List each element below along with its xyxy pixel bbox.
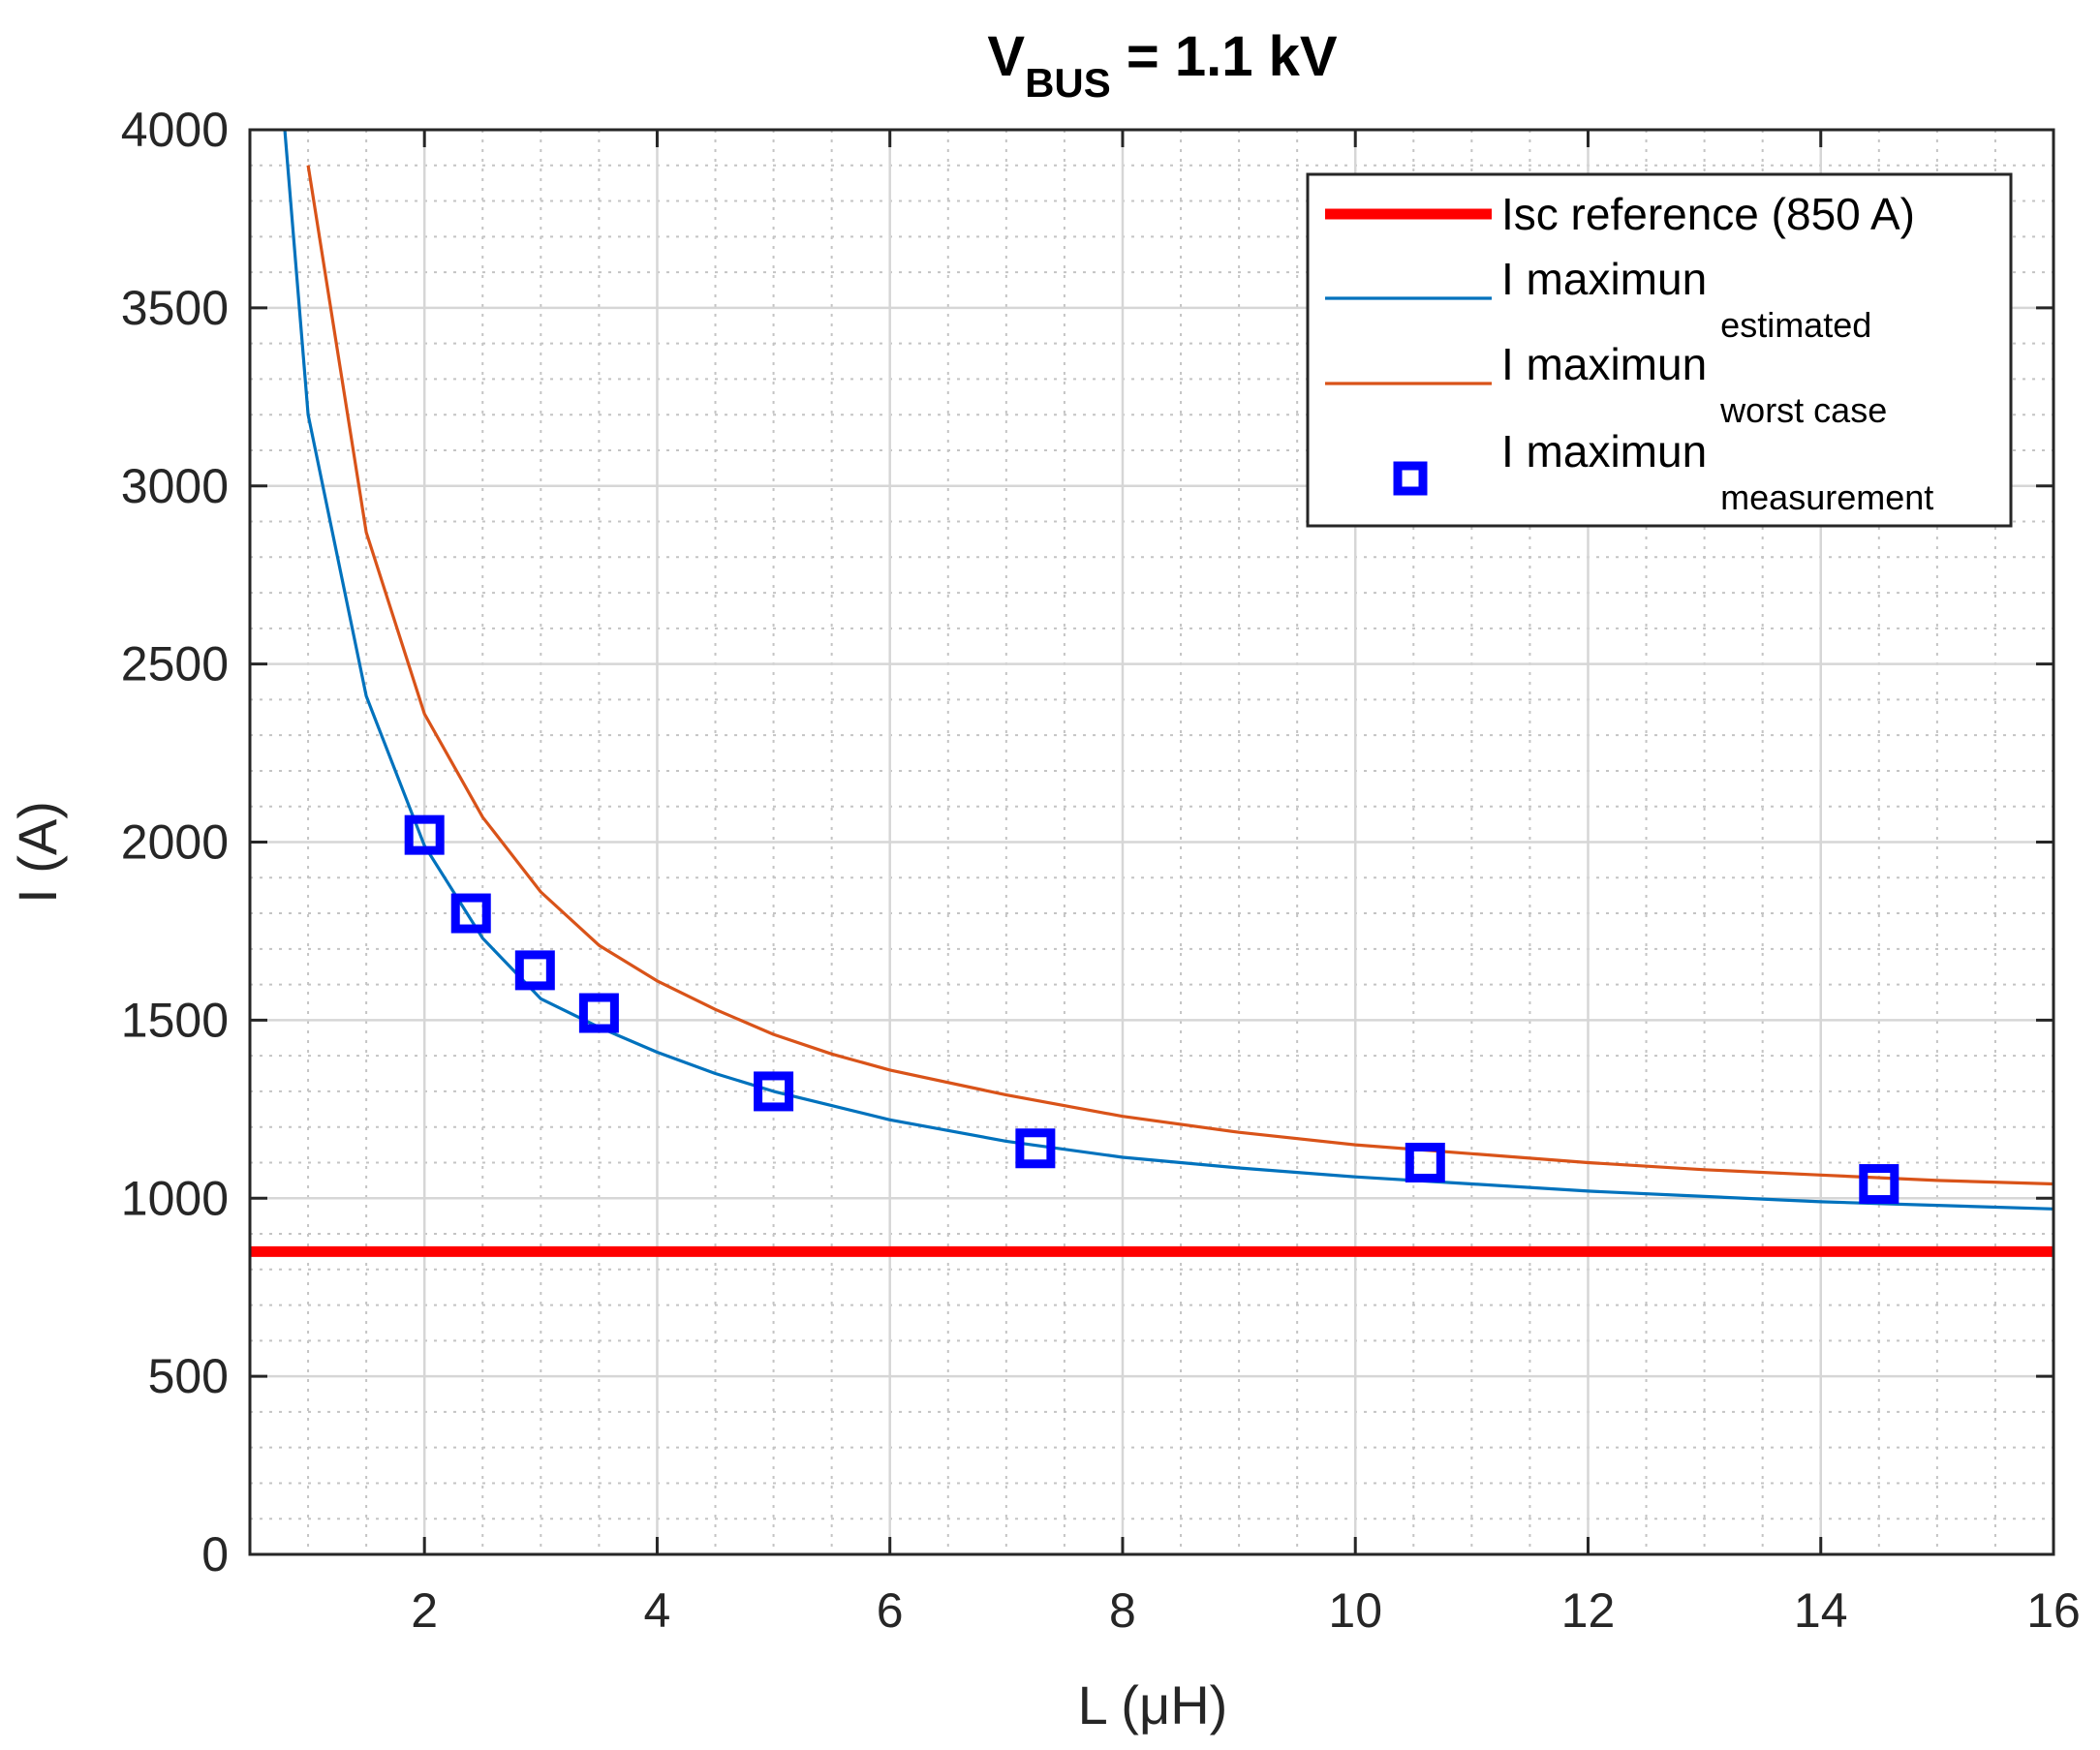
axes — [248, 128, 2055, 1556]
legend-marker-measurement — [1393, 461, 1428, 496]
legend-label-3: I maximunmeasurement — [1501, 426, 1933, 517]
series-line-1 — [283, 130, 2054, 1211]
tick-labels: 2 4 6 8 10 12 14 16 0 500 1000 1500 2000 2500 3000 3500… — [121, 103, 2081, 1638]
y-tick-label: 4000 — [121, 103, 229, 157]
measurement-marker — [514, 950, 555, 991]
x-tick-label: 4 — [644, 1583, 671, 1638]
x-tick-label: 12 — [1561, 1583, 1616, 1638]
x-tick-label: 2 — [411, 1583, 438, 1638]
title-subscript: BUS — [1025, 60, 1111, 106]
x-tick-label: 14 — [1794, 1583, 1848, 1638]
measurement-marker — [1015, 1128, 1056, 1169]
y-axis-label: I (A) — [7, 801, 68, 904]
y-tick-label: 3500 — [121, 281, 229, 335]
title-rest: = 1.1 kV — [1111, 25, 1338, 88]
legend-label-1: I maximunestimated — [1501, 254, 1871, 345]
series-layer — [250, 130, 2054, 1257]
y-tick-label: 1500 — [121, 993, 229, 1047]
y-tick-label: 2000 — [121, 815, 229, 870]
measurement-marker — [1859, 1164, 1899, 1205]
x-axis-label: L (μH) — [1078, 1674, 1228, 1735]
y-tick-label: 3000 — [121, 459, 229, 513]
x-tick-label: 16 — [2026, 1583, 2081, 1638]
legend-label-0: Isc reference (850 A) — [1501, 189, 1915, 239]
x-tick-label: 6 — [877, 1583, 904, 1638]
y-tick-label: 500 — [148, 1349, 229, 1403]
y-tick-label: 0 — [201, 1527, 229, 1581]
y-tick-label: 1000 — [121, 1171, 229, 1225]
title-main: V — [987, 25, 1025, 88]
x-tick-label: 10 — [1328, 1583, 1382, 1638]
legend-label-2: I maximunworst case — [1501, 339, 1887, 430]
series-line-2 — [306, 165, 2054, 1186]
measurement-marker — [404, 814, 445, 855]
measurement-marker — [578, 993, 619, 1033]
legend: Isc reference (850 A)I maximunestimatedI… — [1306, 172, 2013, 528]
x-tick-label: 8 — [1109, 1583, 1136, 1638]
measurement-marker — [754, 1071, 794, 1112]
chart-title: VBUS = 1.1 kV — [987, 25, 1337, 106]
y-tick-label: 2500 — [121, 637, 229, 691]
measurement-marker — [1405, 1142, 1445, 1182]
measurement-marker — [450, 893, 491, 934]
